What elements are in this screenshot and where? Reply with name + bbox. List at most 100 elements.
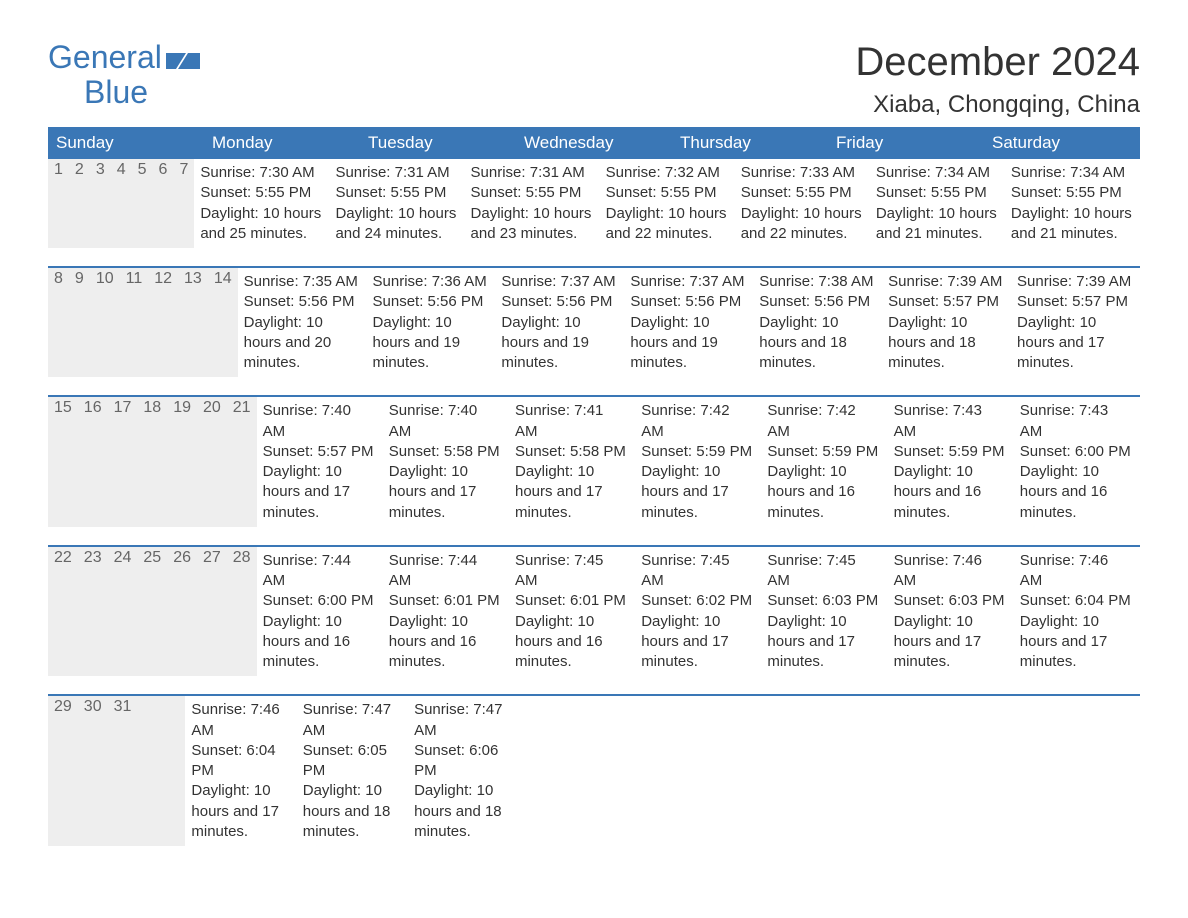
day-number: 1: [48, 159, 69, 181]
day-cell: Sunrise: 7:43 AMSunset: 6:00 PMDaylight:…: [1014, 397, 1140, 527]
daylight-line: Daylight: 10 hours and 20 minutes.: [244, 313, 361, 374]
sunrise-line: Sunrise: 7:42 AM: [641, 401, 755, 442]
day-number: 3: [90, 159, 111, 181]
sunset-line: Sunset: 5:55 PM: [200, 183, 323, 203]
day-number: 31: [108, 696, 138, 718]
day-number: 5: [132, 159, 153, 181]
sunrise-line: Sunrise: 7:42 AM: [767, 401, 881, 442]
sunset-line: Sunset: 5:55 PM: [741, 183, 864, 203]
day-number: 4: [111, 159, 132, 181]
daylight-line: Daylight: 10 hours and 18 minutes.: [303, 781, 402, 842]
sunset-line: Sunset: 5:55 PM: [1011, 183, 1134, 203]
day-number: 14: [208, 268, 238, 290]
day-number: [137, 696, 149, 718]
location: Xiaba, Chongqing, China: [855, 91, 1140, 119]
dow-monday: Monday: [204, 127, 360, 159]
daylight-line: Daylight: 10 hours and 17 minutes.: [641, 462, 755, 523]
day-cell: Sunrise: 7:40 AMSunset: 5:57 PMDaylight:…: [257, 397, 383, 527]
day-number: 23: [78, 547, 108, 569]
day-number: 30: [78, 696, 108, 718]
sunset-line: Sunset: 6:03 PM: [894, 591, 1008, 611]
daylight-line: Daylight: 10 hours and 23 minutes.: [471, 204, 594, 245]
dow-thursday: Thursday: [672, 127, 828, 159]
daylight-line: Daylight: 10 hours and 17 minutes.: [641, 612, 755, 673]
day-number: 7: [173, 159, 194, 181]
daynum-row: 293031: [48, 696, 185, 846]
sunset-line: Sunset: 5:55 PM: [335, 183, 458, 203]
day-cell: Sunrise: 7:39 AMSunset: 5:57 PMDaylight:…: [882, 268, 1011, 377]
daynum-row: 15161718192021: [48, 397, 257, 527]
dow-saturday: Saturday: [984, 127, 1140, 159]
day-number: [149, 696, 161, 718]
sunset-line: Sunset: 5:56 PM: [501, 292, 618, 312]
sunrise-line: Sunrise: 7:46 AM: [894, 551, 1008, 592]
sunset-line: Sunset: 6:05 PM: [303, 741, 402, 782]
day-cell: Sunrise: 7:33 AMSunset: 5:55 PMDaylight:…: [735, 159, 870, 248]
month-title: December 2024: [855, 40, 1140, 85]
day-number: 17: [108, 397, 138, 419]
daylight-line: Daylight: 10 hours and 17 minutes.: [515, 462, 629, 523]
sunrise-line: Sunrise: 7:41 AM: [515, 401, 629, 442]
day-number: 11: [120, 268, 149, 290]
daylight-line: Daylight: 10 hours and 16 minutes.: [767, 462, 881, 523]
daylight-line: Daylight: 10 hours and 17 minutes.: [1020, 612, 1134, 673]
daylight-line: Daylight: 10 hours and 17 minutes.: [191, 781, 290, 842]
logo-word2: Blue: [48, 75, 200, 110]
day-cell: Sunrise: 7:37 AMSunset: 5:56 PMDaylight:…: [624, 268, 753, 377]
day-cell: Sunrise: 7:35 AMSunset: 5:56 PMDaylight:…: [238, 268, 367, 377]
day-cell: Sunrise: 7:32 AMSunset: 5:55 PMDaylight:…: [600, 159, 735, 248]
day-number: [173, 696, 185, 718]
day-cell: Sunrise: 7:41 AMSunset: 5:58 PMDaylight:…: [509, 397, 635, 527]
day-number: 16: [78, 397, 108, 419]
day-number: 19: [167, 397, 197, 419]
day-cell: Sunrise: 7:31 AMSunset: 5:55 PMDaylight:…: [329, 159, 464, 248]
day-cell: Sunrise: 7:45 AMSunset: 6:02 PMDaylight:…: [635, 547, 761, 677]
day-cell: Sunrise: 7:47 AMSunset: 6:05 PMDaylight:…: [297, 696, 408, 846]
day-number: 28: [227, 547, 257, 569]
sunset-line: Sunset: 5:55 PM: [876, 183, 999, 203]
sunset-line: Sunset: 5:57 PM: [1017, 292, 1134, 312]
sunset-line: Sunset: 5:58 PM: [389, 442, 503, 462]
day-cell: Sunrise: 7:46 AMSunset: 6:04 PMDaylight:…: [185, 696, 296, 846]
day-number: 12: [148, 268, 178, 290]
sunrise-line: Sunrise: 7:46 AM: [191, 700, 290, 741]
daylight-line: Daylight: 10 hours and 24 minutes.: [335, 204, 458, 245]
sunset-line: Sunset: 6:01 PM: [389, 591, 503, 611]
daylight-line: Daylight: 10 hours and 17 minutes.: [389, 462, 503, 523]
dow-tuesday: Tuesday: [360, 127, 516, 159]
day-cell: Sunrise: 7:31 AMSunset: 5:55 PMDaylight:…: [465, 159, 600, 248]
sunset-line: Sunset: 5:57 PM: [888, 292, 1005, 312]
sunset-line: Sunset: 5:55 PM: [606, 183, 729, 203]
day-number: 8: [48, 268, 69, 290]
day-cell: Sunrise: 7:44 AMSunset: 6:00 PMDaylight:…: [257, 547, 383, 677]
week-row: 15161718192021Sunrise: 7:40 AMSunset: 5:…: [48, 395, 1140, 527]
sunrise-line: Sunrise: 7:40 AM: [389, 401, 503, 442]
sunset-line: Sunset: 5:59 PM: [767, 442, 881, 462]
sunrise-line: Sunrise: 7:35 AM: [244, 272, 361, 292]
daylight-line: Daylight: 10 hours and 19 minutes.: [630, 313, 747, 374]
sunset-line: Sunset: 6:03 PM: [767, 591, 881, 611]
day-number: 10: [90, 268, 120, 290]
daylight-line: Daylight: 10 hours and 21 minutes.: [1011, 204, 1134, 245]
sunrise-line: Sunrise: 7:46 AM: [1020, 551, 1134, 592]
logo-word1: General: [48, 40, 162, 75]
sunrise-line: Sunrise: 7:40 AM: [263, 401, 377, 442]
sunrise-line: Sunrise: 7:31 AM: [471, 163, 594, 183]
day-number: 26: [167, 547, 197, 569]
day-cell: Sunrise: 7:36 AMSunset: 5:56 PMDaylight:…: [367, 268, 496, 377]
sunrise-line: Sunrise: 7:36 AM: [373, 272, 490, 292]
week-row: 293031Sunrise: 7:46 AMSunset: 6:04 PMDay…: [48, 694, 1140, 846]
header: General Blue December 2024 Xiaba, Chongq…: [48, 40, 1140, 119]
calendar: Sunday Monday Tuesday Wednesday Thursday…: [48, 127, 1140, 846]
day-cell: Sunrise: 7:47 AMSunset: 6:06 PMDaylight:…: [408, 696, 519, 846]
sunrise-line: Sunrise: 7:47 AM: [414, 700, 513, 741]
sunrise-line: Sunrise: 7:43 AM: [1020, 401, 1134, 442]
week-row: 22232425262728Sunrise: 7:44 AMSunset: 6:…: [48, 545, 1140, 677]
daylight-line: Daylight: 10 hours and 25 minutes.: [200, 204, 323, 245]
day-cell: Sunrise: 7:30 AMSunset: 5:55 PMDaylight:…: [194, 159, 329, 248]
sunset-line: Sunset: 5:59 PM: [641, 442, 755, 462]
daylight-line: Daylight: 10 hours and 17 minutes.: [767, 612, 881, 673]
daylight-line: Daylight: 10 hours and 18 minutes.: [759, 313, 876, 374]
sunrise-line: Sunrise: 7:34 AM: [876, 163, 999, 183]
sunset-line: Sunset: 5:56 PM: [630, 292, 747, 312]
